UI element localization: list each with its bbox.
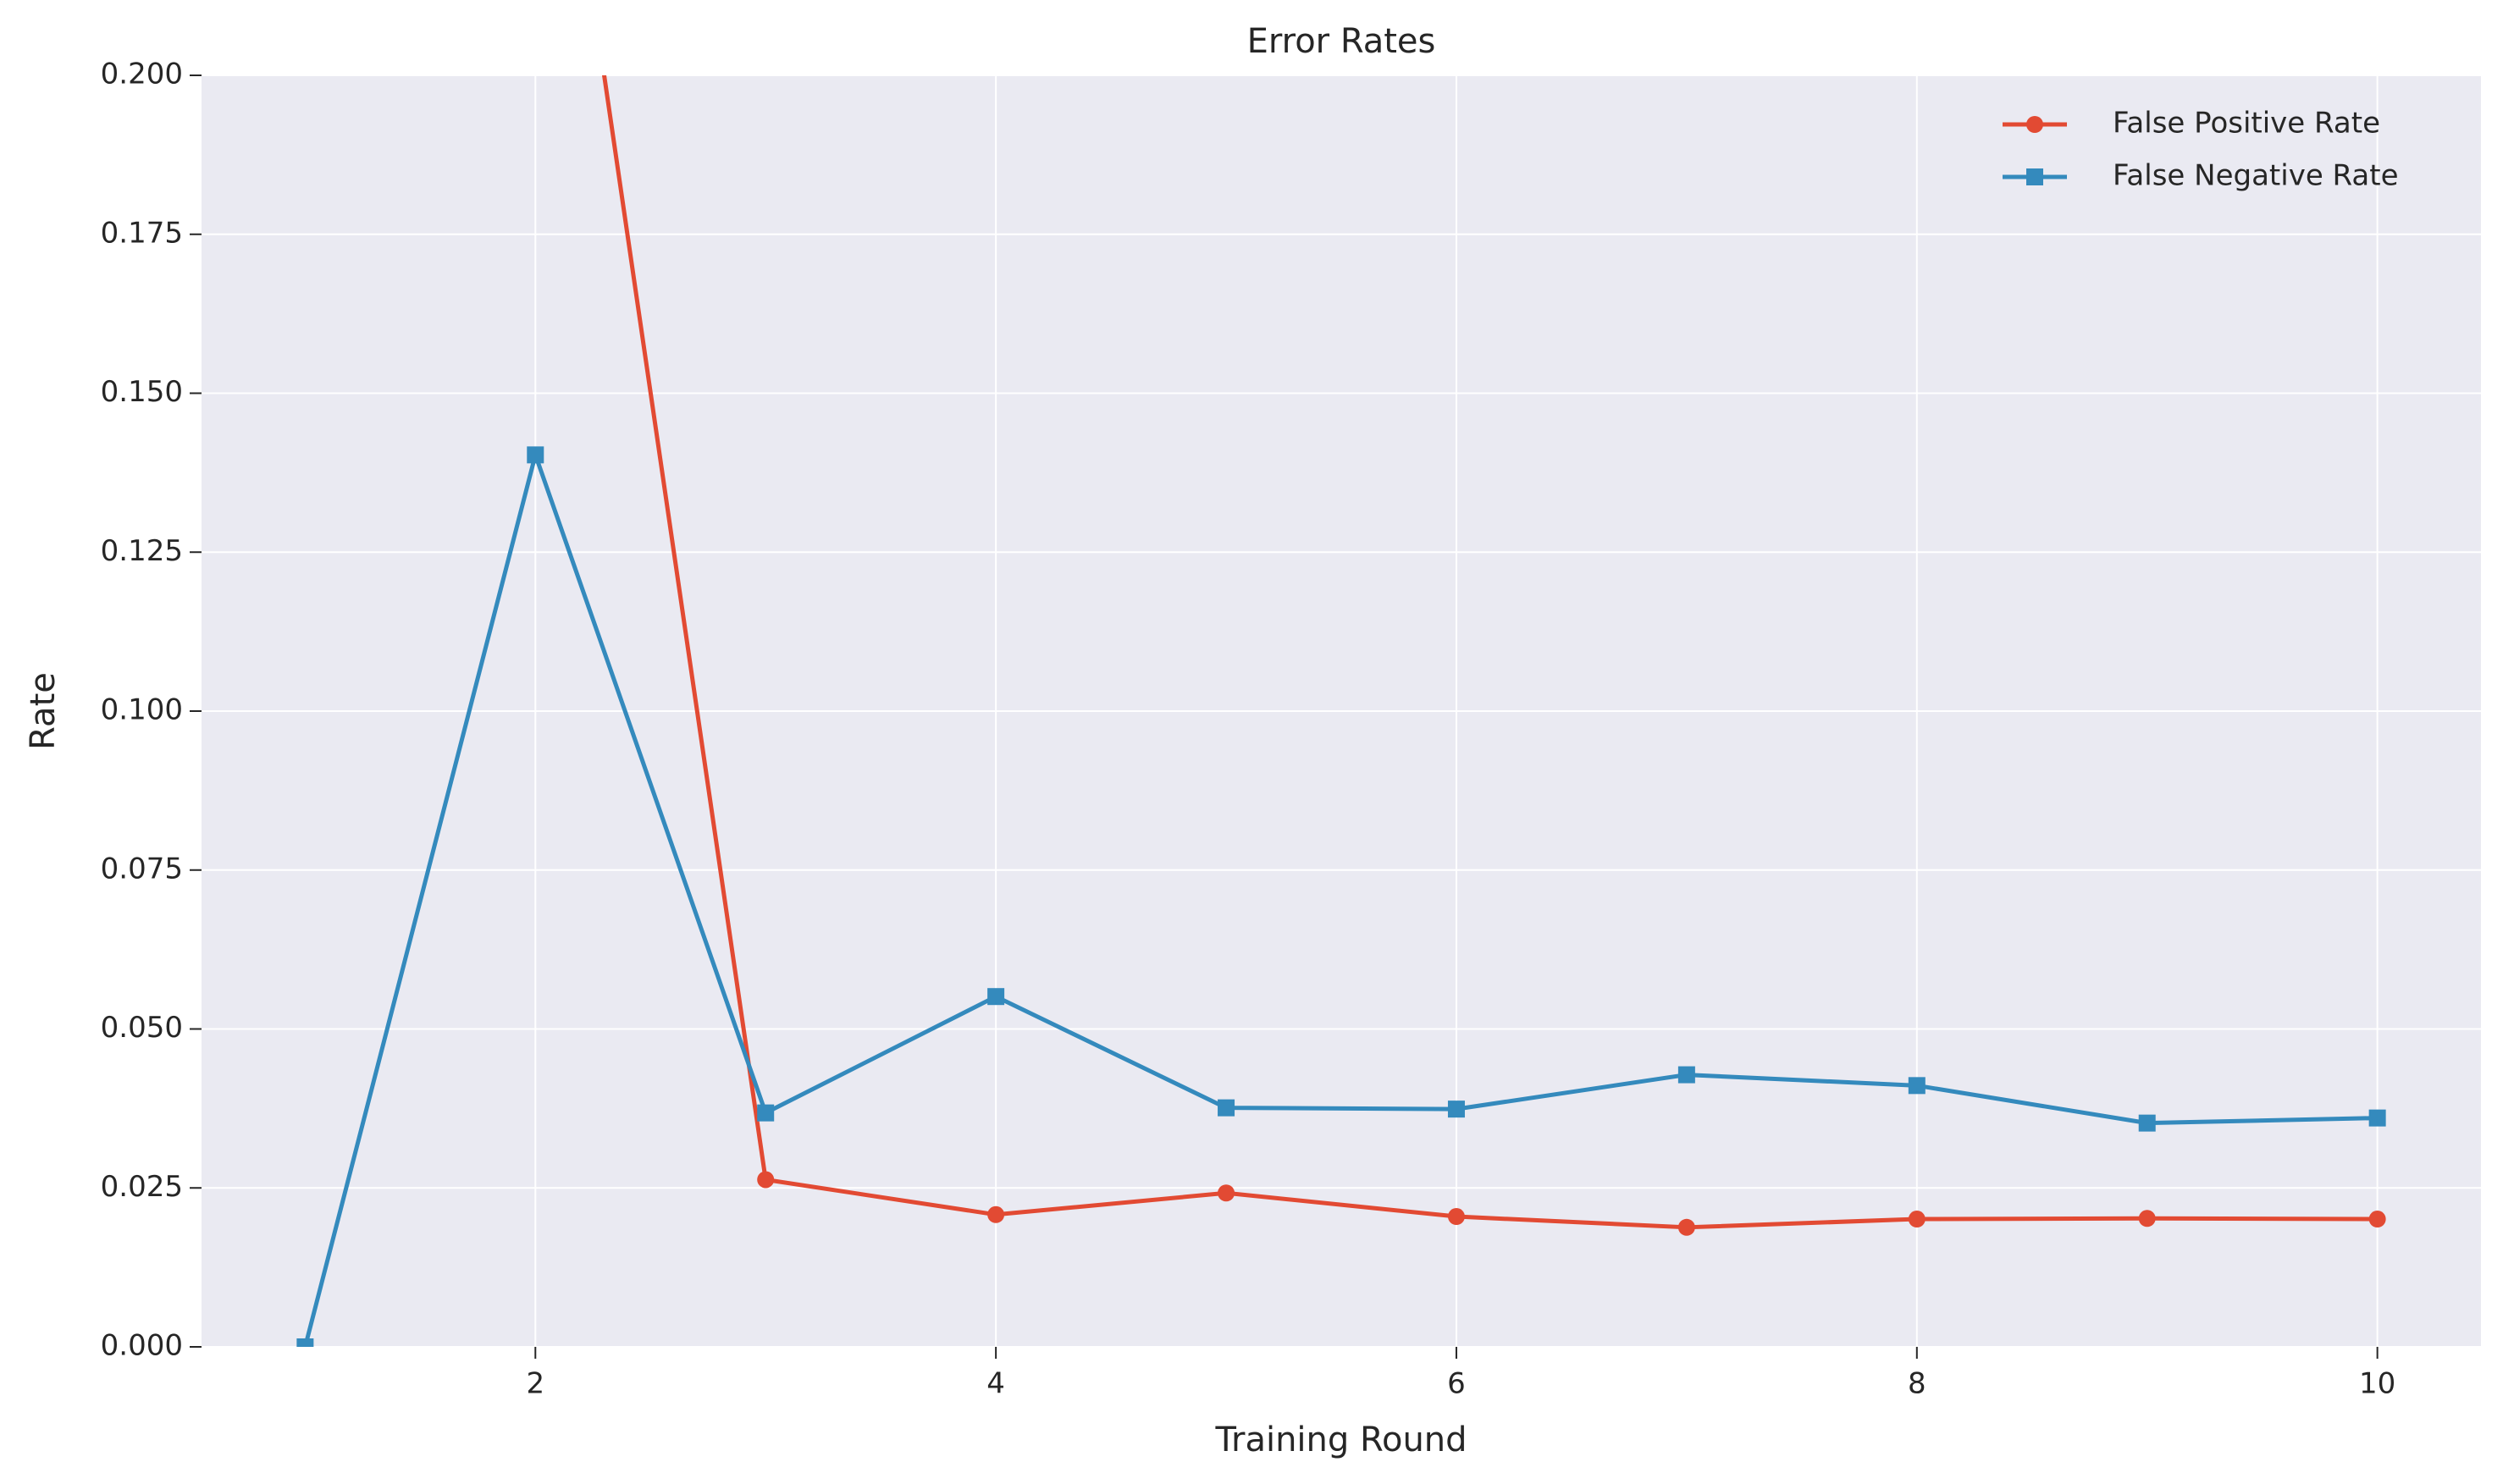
y-tick-label: 0.125 xyxy=(101,534,183,568)
data-point xyxy=(2368,1109,2386,1127)
data-point xyxy=(2138,1210,2156,1227)
data-point xyxy=(1218,1184,1235,1202)
data-point xyxy=(1447,1101,1465,1118)
data-point xyxy=(527,446,544,464)
x-tick-label: 10 xyxy=(2359,1367,2395,1401)
data-point xyxy=(1447,1208,1465,1226)
data-point xyxy=(1677,1066,1695,1084)
y-tick-label: 0.175 xyxy=(101,216,183,250)
data-point xyxy=(987,988,1005,1006)
x-tick-label: 6 xyxy=(1447,1367,1466,1401)
legend-label: False Negative Rate xyxy=(2113,159,2399,193)
data-point xyxy=(296,1338,314,1347)
x-axis-label: Training Round xyxy=(1214,1421,1467,1459)
y-tick-label: 0.025 xyxy=(101,1170,183,1204)
data-point xyxy=(2138,1114,2156,1132)
series-layer xyxy=(296,75,2386,1347)
data-point xyxy=(987,1205,1005,1223)
y-tick-label: 0.050 xyxy=(101,1011,183,1045)
data-point xyxy=(757,1104,775,1122)
y-tick-label: 0.150 xyxy=(101,375,183,409)
data-point xyxy=(1908,1077,1926,1095)
data-point xyxy=(1677,1218,1695,1236)
x-tick-label: 4 xyxy=(986,1367,1005,1401)
y-tick-label: 0.100 xyxy=(101,693,183,727)
data-point xyxy=(757,1171,775,1189)
legend-marker xyxy=(2026,168,2043,185)
series-line xyxy=(601,75,2378,1230)
data-point xyxy=(1218,1099,1235,1117)
labels: 0.000 0.025 0.050 0.075 0.100 0.125 0.150 0.175… xyxy=(101,58,2399,1401)
y-tick-label: 0.000 xyxy=(101,1329,183,1363)
data-point xyxy=(2368,1211,2386,1228)
y-axis-label: Rate xyxy=(24,672,63,750)
grid xyxy=(202,74,2481,1348)
x-tick-label: 2 xyxy=(526,1367,544,1401)
legend-label: False Positive Rate xyxy=(2113,107,2380,141)
series-line xyxy=(302,452,2378,1347)
x-tick-label: 8 xyxy=(1908,1367,1926,1401)
y-tick-label: 0.075 xyxy=(101,852,183,885)
chart-title: Error Rates xyxy=(1247,22,1436,61)
data-point xyxy=(1908,1211,1926,1228)
legend-marker xyxy=(2026,116,2043,133)
y-tick-label: 0.200 xyxy=(101,58,183,91)
